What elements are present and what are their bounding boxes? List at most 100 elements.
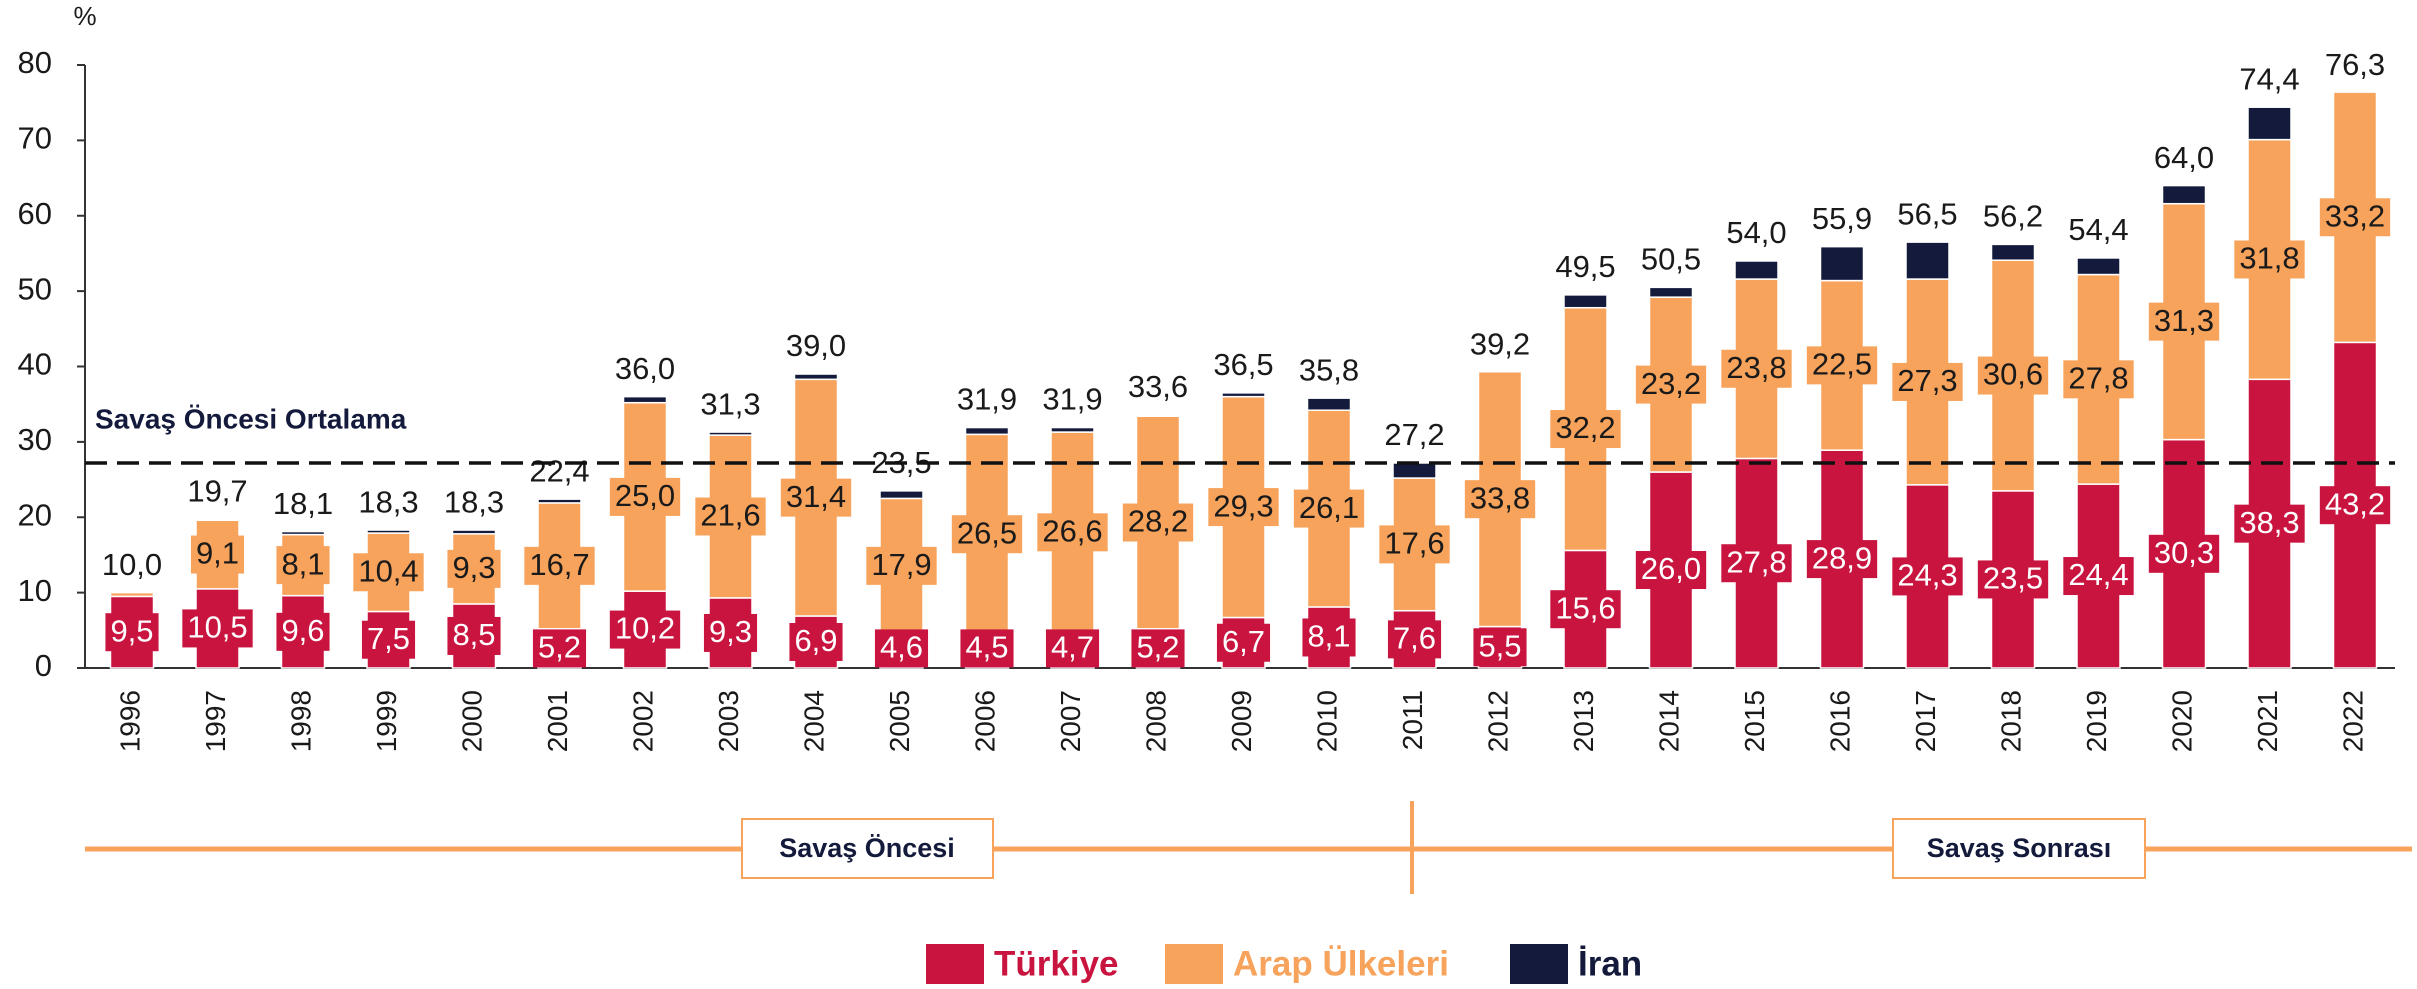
data-label: 9,5 <box>110 613 153 648</box>
total-label: 74,4 <box>2239 61 2299 96</box>
data-label: 9,3 <box>709 614 752 649</box>
x-tick-label: 2019 <box>2081 690 2112 752</box>
data-label-bg <box>105 613 159 652</box>
x-tick-label: 1997 <box>200 690 231 752</box>
data-label-bg <box>2148 302 2220 341</box>
total-label: 54,4 <box>2068 212 2128 247</box>
data-label: 27,8 <box>1726 544 1786 579</box>
data-label: 31,8 <box>2239 241 2299 276</box>
data-label-bg <box>524 546 595 585</box>
bar-segment <box>195 518 240 522</box>
data-label: 24,4 <box>2068 557 2128 592</box>
x-tick-label: 2022 <box>2337 690 2368 752</box>
y-tick-label: 40 <box>18 347 52 382</box>
data-label: 26,1 <box>1299 490 1359 525</box>
data-label-bg <box>2063 557 2134 596</box>
data-label: 9,3 <box>452 550 495 585</box>
y-tick-label: 70 <box>18 121 52 156</box>
total-label: 18,1 <box>273 486 333 521</box>
x-tick-label: 2008 <box>1140 690 1171 752</box>
x-tick-label: 2007 <box>1055 690 1086 752</box>
total-label: 55,9 <box>1812 201 1872 236</box>
data-label: 21,6 <box>700 498 760 533</box>
legend-swatch <box>1510 944 1568 984</box>
x-tick-label: 2013 <box>1568 690 1599 752</box>
data-label-bg <box>1216 623 1271 662</box>
data-label: 15,6 <box>1555 590 1615 625</box>
total-label: 36,5 <box>1213 347 1273 382</box>
bar-segment <box>1563 294 1608 309</box>
data-label-bg <box>1464 480 1536 519</box>
x-tick-label: 2014 <box>1653 690 1684 752</box>
bar-segment <box>451 529 497 535</box>
data-label: 30,6 <box>1983 357 2043 392</box>
data-label: 9,6 <box>281 613 324 648</box>
data-label: 5,5 <box>1478 628 1521 663</box>
reference-label: Savaş Öncesi Ortalama <box>95 403 407 434</box>
bar-segment <box>109 591 155 598</box>
x-tick-label: 1998 <box>285 690 316 752</box>
x-tick-label: 2010 <box>1311 690 1342 752</box>
bar-segment <box>2076 257 2121 276</box>
x-tick-label: 2016 <box>1824 690 1855 752</box>
data-label: 24,3 <box>1897 558 1957 593</box>
total-label: 31,3 <box>700 386 760 421</box>
data-label: 6,7 <box>1222 624 1265 659</box>
data-label-bg <box>190 535 245 574</box>
x-tick-label: 2001 <box>542 690 573 752</box>
data-label: 31,4 <box>786 479 846 514</box>
total-label: 31,9 <box>957 382 1017 417</box>
data-label-bg <box>1892 362 1963 401</box>
total-label: 35,8 <box>1299 352 1359 387</box>
data-label: 25,0 <box>615 478 675 513</box>
data-label: 17,6 <box>1384 526 1444 561</box>
x-tick-label: 2017 <box>1910 690 1941 752</box>
total-label: 54,0 <box>1726 215 1786 250</box>
data-label: 26,5 <box>957 515 1017 550</box>
x-tick-label: 2000 <box>456 690 487 752</box>
bar-segment <box>1819 245 1865 282</box>
data-label-bg <box>182 609 253 648</box>
x-tick-label: 2005 <box>884 690 915 752</box>
legend-swatch <box>1165 944 1223 984</box>
data-label-bg <box>276 612 330 651</box>
data-label: 23,2 <box>1641 366 1701 401</box>
total-label: 56,2 <box>1983 199 2043 234</box>
data-label: 30,3 <box>2154 535 2214 570</box>
data-label: 5,2 <box>538 630 581 665</box>
x-tick-label: 2002 <box>627 690 658 752</box>
data-label: 17,9 <box>871 547 931 582</box>
data-label: 5,2 <box>1136 630 1179 665</box>
legend-swatch <box>926 944 984 984</box>
y-tick-label: 50 <box>18 271 52 306</box>
data-label: 26,0 <box>1641 551 1701 586</box>
data-label: 8,1 <box>281 546 324 581</box>
data-label-bg <box>1208 488 1279 527</box>
bar-segment <box>708 431 753 436</box>
y-tick-label: 10 <box>18 573 52 608</box>
total-label: 27,2 <box>1384 417 1444 452</box>
legend-label: Türkiye <box>994 944 1119 983</box>
data-label: 8,1 <box>1307 619 1350 654</box>
bar-segment <box>879 490 924 500</box>
data-label: 4,7 <box>1051 630 1094 665</box>
total-label: 76,3 <box>2325 47 2385 82</box>
data-label-bg <box>1806 346 1878 385</box>
bar-segment <box>280 530 326 536</box>
data-label: 26,6 <box>1042 514 1102 549</box>
bar-segment <box>1734 260 1779 280</box>
total-label: 33,6 <box>1128 369 1188 404</box>
total-label: 39,0 <box>786 328 846 363</box>
data-label: 7,5 <box>367 621 410 656</box>
data-label: 28,9 <box>1812 540 1872 575</box>
total-label: 19,7 <box>187 474 247 509</box>
data-label: 16,7 <box>529 547 589 582</box>
legend-label: İran <box>1578 944 1642 983</box>
data-label: 10,5 <box>187 610 247 645</box>
data-label-bg <box>1806 540 1878 579</box>
bar-segment <box>1221 392 1266 398</box>
data-label-bg <box>1635 365 1707 404</box>
data-label-bg <box>1977 356 2049 395</box>
data-label-bg <box>532 629 587 668</box>
data-label-bg <box>1550 590 1621 629</box>
